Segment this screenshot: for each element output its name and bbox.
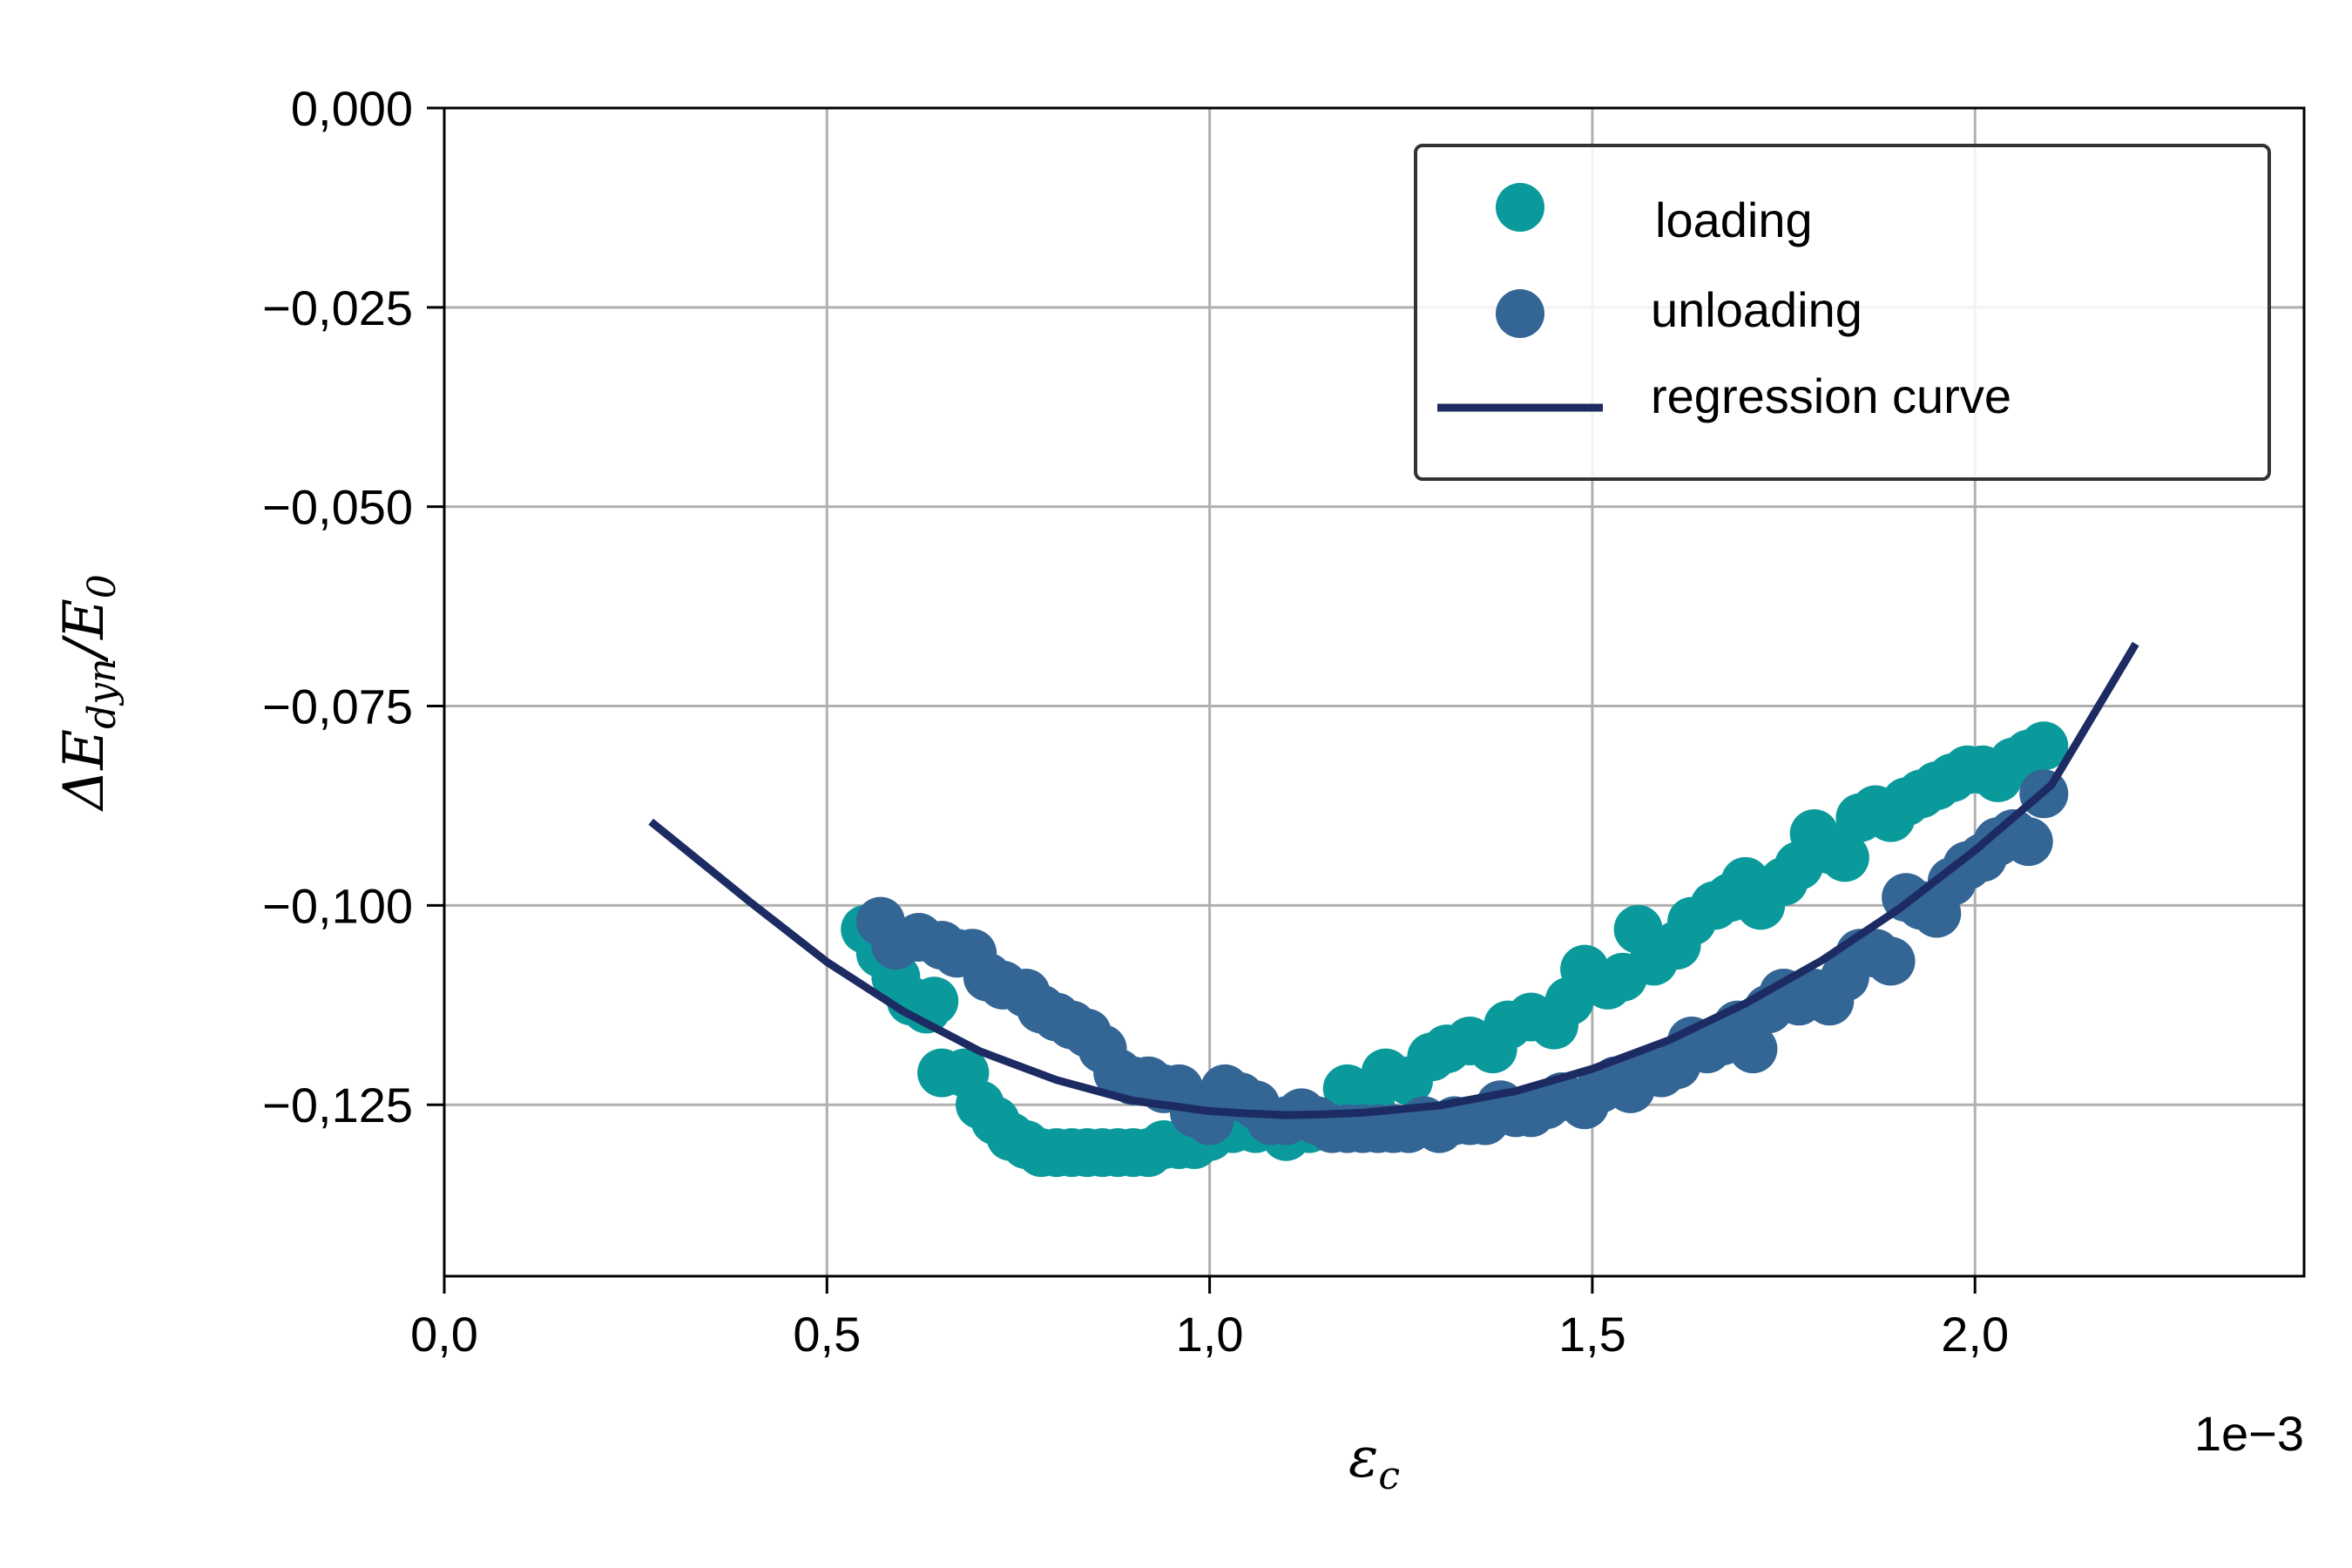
- regression-curve-line: [648, 641, 2139, 1119]
- x-tick-label: 1,0: [1176, 1307, 1244, 1362]
- unloading-point: [1728, 1024, 1778, 1074]
- x-axis-title-subscript: c: [1378, 1454, 1400, 1498]
- axis-ticks: 0,0 0,5 1,0 1,5 2,0 0,000 −0,025 −0,050 −0,075 −0…: [262, 81, 2009, 1362]
- legend-marker-loading: [1496, 183, 1544, 232]
- plot-series: [648, 641, 2139, 1178]
- legend-label-unloading: unloading: [1651, 282, 1862, 337]
- y-axis-title-sub-1: dyn: [80, 658, 125, 728]
- x-axis-title-main: ε: [1348, 1426, 1378, 1490]
- y-axis-title-part-1: ΔE: [52, 729, 117, 813]
- y-tick-label: −0,075: [262, 679, 413, 734]
- x-tick-label: 1,5: [1558, 1307, 1626, 1362]
- legend-box: [1414, 144, 2271, 481]
- y-tick-label: −0,125: [262, 1078, 413, 1132]
- loading-point: [1820, 833, 1869, 882]
- legend-label-regression: regression curve: [1651, 368, 2011, 423]
- loading-point: [909, 977, 959, 1026]
- y-tick-label: −0,050: [262, 480, 413, 535]
- x-tick-label: 2,0: [1941, 1307, 2009, 1362]
- y-tick-label: −0,100: [262, 878, 413, 933]
- y-axis-title-part-2: /E: [52, 598, 117, 663]
- y-axis-title-sub-2: 0: [80, 574, 125, 598]
- legend: loading unloading regression curve: [1414, 144, 2271, 481]
- legend-label-loading: loading: [1655, 193, 1813, 247]
- x-offset-label: 1e−3: [2194, 1406, 2304, 1461]
- loading-point: [2019, 721, 2069, 771]
- y-tick-label: −0,025: [262, 280, 413, 335]
- unloading-point: [2004, 817, 2053, 867]
- x-axis-title: εc: [1348, 1426, 1400, 1498]
- y-tick-label: 0,000: [291, 81, 413, 136]
- y-axis-title: ΔEdyn/E0: [52, 574, 125, 813]
- legend-marker-unloading: [1496, 289, 1544, 338]
- x-tick-label: 0,5: [793, 1307, 861, 1362]
- unloading-point: [1866, 936, 1916, 986]
- x-tick-label: 0,0: [410, 1307, 478, 1362]
- plot-frame: [443, 106, 2306, 1278]
